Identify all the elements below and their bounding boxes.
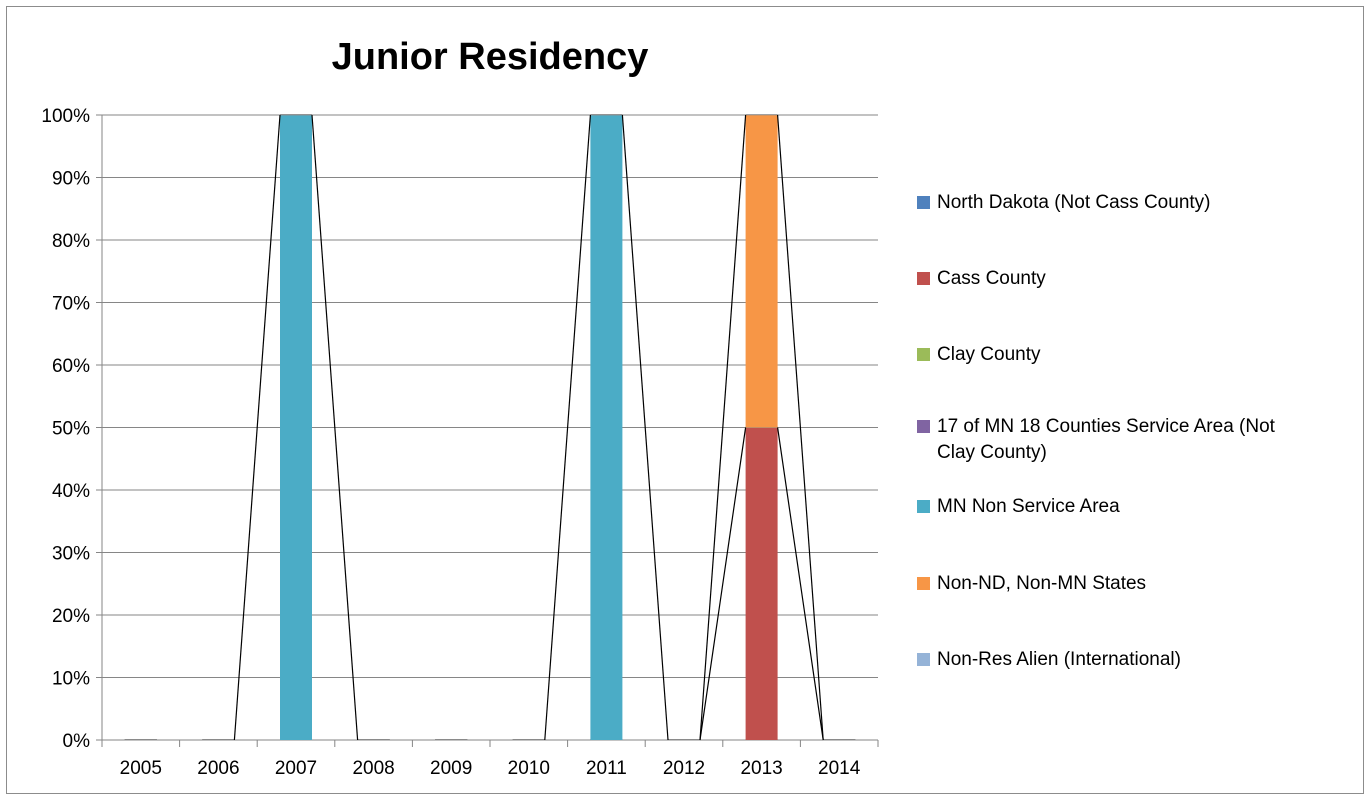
chart-title: Junior Residency <box>331 36 649 78</box>
legend-item: Clay County <box>917 342 1337 368</box>
series-line <box>621 114 669 741</box>
legend-item: Non-ND, Non-MN States <box>917 571 1337 597</box>
bar-segment-zero <box>124 739 157 741</box>
y-tick-label: 80% <box>52 231 90 252</box>
bar-segment-zero <box>280 114 312 116</box>
series-line <box>311 114 359 741</box>
x-tick-label: 2011 <box>586 758 627 779</box>
bar-segment-zero <box>512 739 545 741</box>
x-tick-label: 2013 <box>740 758 782 779</box>
y-tick-label: 30% <box>52 544 90 565</box>
x-tick-label: 2014 <box>818 758 861 779</box>
bar-segment-zero <box>357 739 390 741</box>
legend-item: Non-Res Alien (International) <box>917 647 1337 673</box>
series-line <box>777 114 824 741</box>
legend-item: 17 of MN 18 Counties Service Area (Not C… <box>917 414 1337 466</box>
x-tick-label: 2009 <box>430 758 472 779</box>
series-line <box>777 427 824 741</box>
y-tick-label: 50% <box>52 419 90 440</box>
legend-label: Non-Res Alien (International) <box>937 649 1181 670</box>
legend-swatch <box>917 500 930 513</box>
x-tick-label: 2008 <box>352 758 394 779</box>
bar-segment-zero <box>745 114 778 116</box>
bar-segment <box>745 427 778 740</box>
bar-segment <box>280 115 312 740</box>
bar-segment-zero <box>590 114 623 116</box>
y-tick-label: 10% <box>52 669 90 690</box>
series-line <box>233 114 281 741</box>
legend-swatch <box>917 420 930 433</box>
legend-item: Cass County <box>917 266 1337 292</box>
legend-swatch <box>917 272 930 285</box>
legend-label: Non-ND, Non-MN States <box>937 573 1147 594</box>
y-tick-label: 60% <box>52 356 90 377</box>
legend-swatch <box>917 577 930 590</box>
legend-item: North Dakota (Not Cass County) <box>917 190 1337 216</box>
legend-label: MN Non Service Area <box>937 496 1120 517</box>
legend-swatch <box>917 653 930 666</box>
legend-swatch <box>917 196 930 209</box>
y-tick-label: 20% <box>52 606 90 627</box>
x-tick-label: 2012 <box>663 758 705 779</box>
bar-segment-zero <box>823 739 856 741</box>
legend-label: Cass County <box>937 268 1046 289</box>
bar-segment-zero <box>668 739 700 741</box>
chart-frame <box>6 6 1364 794</box>
bar-segment-zero <box>202 739 235 741</box>
bar-segment <box>590 115 623 740</box>
legend-label: North Dakota (Not Cass County) <box>937 192 1211 213</box>
y-tick-label: 90% <box>52 169 90 190</box>
series-line <box>699 114 747 741</box>
bar-segment <box>745 115 778 428</box>
y-tick-label: 100% <box>41 106 90 127</box>
legend-label: Clay County <box>937 344 1041 365</box>
x-tick-label: 2010 <box>508 758 550 779</box>
legend-label: 17 of MN 18 Counties Service Area (Not C… <box>937 416 1275 463</box>
legend-item: MN Non Service Area <box>917 494 1337 520</box>
y-tick-label: 70% <box>52 294 90 315</box>
series-line <box>544 114 591 741</box>
bar-segment-zero <box>435 739 468 741</box>
series-line <box>699 427 747 741</box>
x-tick-label: 2005 <box>120 758 162 779</box>
y-tick-label: 0% <box>63 731 91 752</box>
x-tick-label: 2007 <box>275 758 317 779</box>
legend-swatch <box>917 348 930 361</box>
y-tick-label: 40% <box>52 481 90 502</box>
x-tick-label: 2006 <box>197 758 239 779</box>
